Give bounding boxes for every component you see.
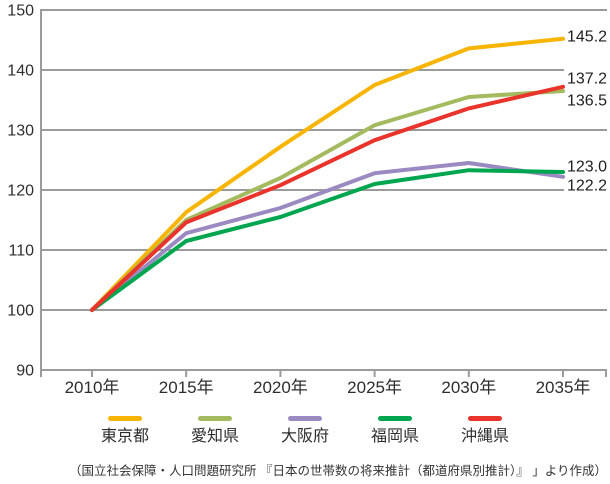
legend-label-osaka: 大阪府 — [280, 428, 329, 445]
line-chart: 90 100 110 120 130 140 150 2010年 2015年 2020年 2025年… — [7, 2, 610, 397]
chart-legend: 東京都 愛知県 大阪府 福岡県 沖縄県 — [0, 416, 610, 446]
legend-label-tokyo: 東京都 — [100, 428, 149, 445]
series-end-label-osaka: 122.2 — [567, 177, 607, 194]
legend-swatch-aichi — [198, 416, 232, 421]
y-tick-label: 120 — [7, 183, 34, 200]
y-tick-label: 150 — [7, 3, 34, 20]
y-tick-label: 110 — [8, 243, 34, 260]
series-end-label-okinawa: 137.2 — [567, 70, 607, 87]
legend-label-fukuoka: 福岡県 — [370, 428, 419, 445]
x-tick-label: 2035年 — [536, 378, 591, 397]
series-end-label-tokyo: 145.2 — [567, 28, 607, 45]
series-end-label-bg-osaka — [564, 174, 610, 195]
x-tick-label: 2030年 — [441, 378, 496, 397]
legend-item-osaka: 大阪府 — [274, 416, 336, 446]
series-end-label-bg-fukuoka — [564, 156, 610, 176]
source-note: （国立社会保障・人口問題研究所 『日本の世帯数の将来推計（都道府県別推計）』 」… — [69, 464, 607, 478]
legend-swatch-okinawa — [468, 416, 502, 421]
y-tick-label: 100 — [7, 303, 34, 320]
legend-item-tokyo: 東京都 — [94, 416, 156, 446]
series-line-tokyo — [90, 36, 565, 312]
x-tick-label: 2010年 — [65, 378, 120, 397]
series-line-fukuoka — [90, 168, 565, 312]
y-tick-label: 90 — [16, 363, 34, 380]
y-tick-label: 130 — [7, 123, 34, 140]
legend-item-aichi: 愛知県 — [184, 416, 246, 446]
series-line-okinawa — [90, 84, 565, 312]
series-end-label-bg-okinawa — [564, 67, 610, 88]
legend-label-aichi: 愛知県 — [190, 428, 239, 445]
x-tick-label: 2015年 — [159, 378, 214, 397]
y-tick-label: 140 — [7, 63, 34, 80]
legend-swatch-fukuoka — [378, 416, 412, 421]
x-tick-label: 2020年 — [253, 378, 308, 397]
legend-label-okinawa: 沖縄県 — [460, 428, 509, 445]
series-end-label-fukuoka: 123.0 — [567, 159, 607, 176]
series-end-label-bg-aichi — [564, 90, 610, 110]
legend-swatch-tokyo — [108, 416, 142, 421]
series-end-label-aichi: 136.5 — [567, 93, 607, 110]
legend-item-okinawa: 沖縄県 — [454, 416, 516, 446]
x-tick-label: 2025年 — [347, 378, 402, 397]
series-line-osaka — [90, 161, 565, 312]
legend-swatch-osaka — [288, 416, 322, 421]
series-end-label-bg-tokyo — [564, 25, 610, 46]
legend-item-fukuoka: 福岡県 — [364, 416, 426, 446]
